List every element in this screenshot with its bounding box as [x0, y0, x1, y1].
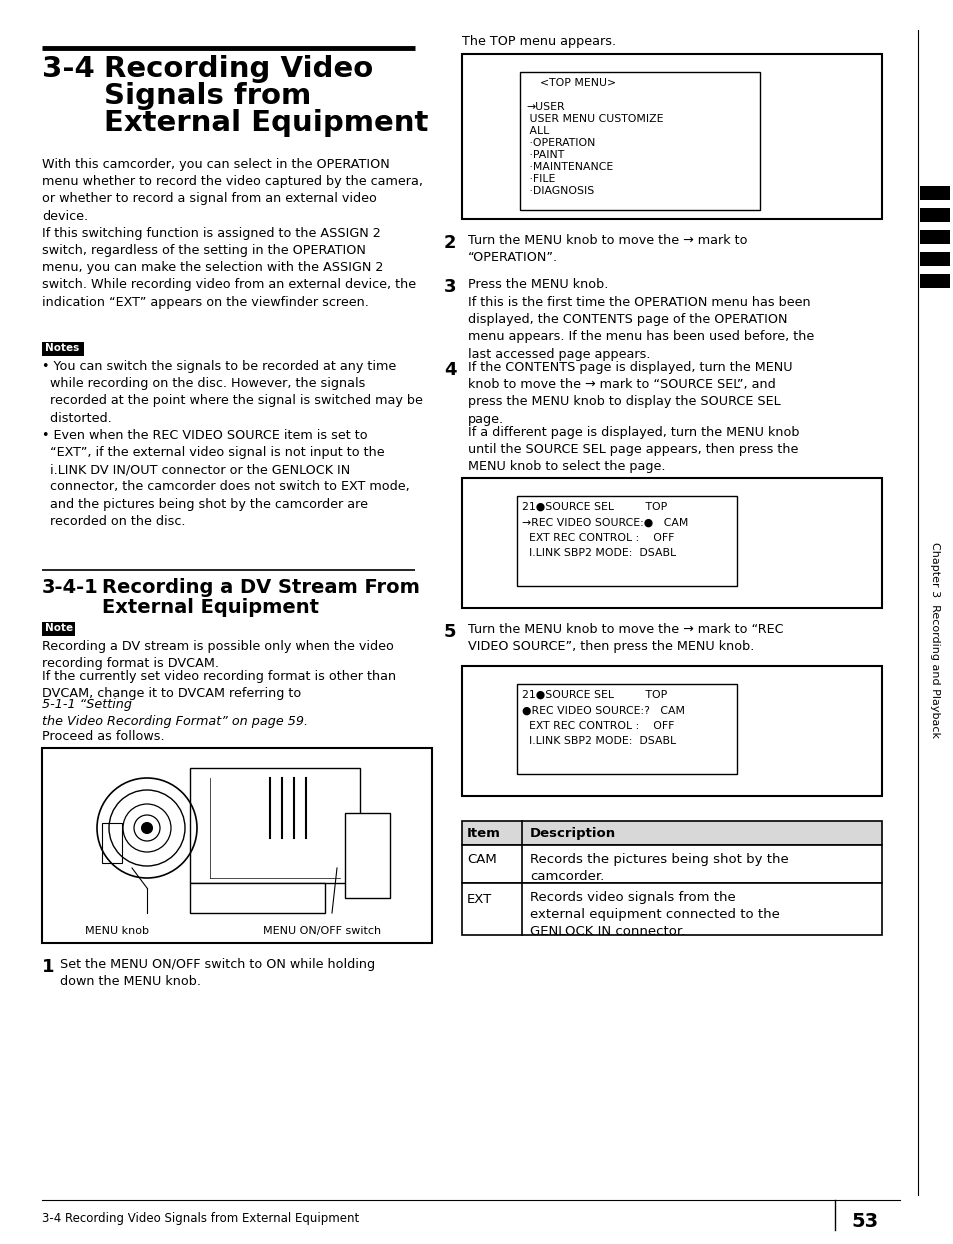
Bar — [461, 53, 882, 219]
Text: 1: 1 — [42, 958, 54, 977]
Bar — [461, 845, 882, 883]
Text: External Equipment: External Equipment — [102, 598, 318, 617]
Text: Signals from: Signals from — [104, 82, 311, 109]
Text: 3-4 Recording Video Signals from External Equipment: 3-4 Recording Video Signals from Externa… — [42, 1212, 359, 1225]
Text: ·MAINTENANCE: ·MAINTENANCE — [525, 162, 613, 172]
Bar — [42, 342, 84, 356]
Text: EXT REC CONTROL :    OFF: EXT REC CONTROL : OFF — [521, 722, 674, 731]
Text: Recording a DV stream is possible only when the video
recording format is DVCAM.: Recording a DV stream is possible only w… — [42, 639, 394, 671]
Bar — [461, 821, 882, 845]
Text: CAM: CAM — [467, 853, 497, 866]
Text: Records video signals from the
external equipment connected to the
GENLOCK IN co: Records video signals from the external … — [530, 891, 779, 938]
Text: ·OPERATION: ·OPERATION — [525, 138, 595, 148]
Text: ·DIAGNOSIS: ·DIAGNOSIS — [525, 187, 594, 197]
Text: Proceed as follows.: Proceed as follows. — [42, 730, 165, 743]
Circle shape — [142, 824, 152, 833]
Text: Description: Description — [530, 827, 616, 840]
Text: 2: 2 — [443, 234, 456, 253]
Text: Note: Note — [45, 623, 73, 633]
Text: Turn the MENU knob to move the → mark to
“OPERATION”.: Turn the MENU knob to move the → mark to… — [468, 234, 747, 264]
Text: MENU knob: MENU knob — [85, 926, 149, 935]
Bar — [919, 230, 949, 244]
Text: If this is the first time the OPERATION menu has been
displayed, the CONTENTS pa: If this is the first time the OPERATION … — [468, 296, 814, 361]
Bar — [919, 253, 949, 266]
Text: ·PAINT: ·PAINT — [525, 151, 563, 160]
Bar — [517, 496, 737, 586]
Text: • You can switch the signals to be recorded at any time
  while recording on the: • You can switch the signals to be recor… — [42, 360, 422, 527]
Bar — [461, 883, 882, 935]
Text: ·FILE: ·FILE — [525, 174, 555, 184]
Text: Press the MENU knob.: Press the MENU knob. — [468, 277, 608, 291]
Text: EXT: EXT — [467, 893, 492, 906]
Bar — [461, 666, 882, 796]
Bar — [919, 274, 949, 289]
Text: 3-4: 3-4 — [42, 55, 94, 83]
Text: If a different page is displayed, turn the MENU knob
until the SOURCE SEL page a: If a different page is displayed, turn t… — [468, 425, 799, 474]
Text: With this camcorder, you can select in the OPERATION
menu whether to record the : With this camcorder, you can select in t… — [42, 158, 422, 309]
Text: 21●SOURCE SEL         TOP: 21●SOURCE SEL TOP — [521, 690, 666, 700]
Bar — [919, 208, 949, 221]
Text: →USER: →USER — [525, 102, 564, 112]
Bar — [190, 768, 359, 883]
Text: 3: 3 — [443, 277, 456, 296]
Text: The TOP menu appears.: The TOP menu appears. — [461, 35, 616, 49]
Text: Recording Video: Recording Video — [104, 55, 373, 83]
Text: Set the MENU ON/OFF switch to ON while holding
down the MENU knob.: Set the MENU ON/OFF switch to ON while h… — [60, 958, 375, 988]
Bar — [919, 187, 949, 200]
Text: Notes: Notes — [45, 343, 79, 353]
Text: Turn the MENU knob to move the → mark to “REC
VIDEO SOURCE”, then press the MENU: Turn the MENU knob to move the → mark to… — [468, 623, 782, 653]
Text: I.LINK SBP2 MODE:  DSABL: I.LINK SBP2 MODE: DSABL — [521, 549, 676, 559]
Bar — [42, 622, 75, 636]
Text: EXT REC CONTROL :    OFF: EXT REC CONTROL : OFF — [521, 532, 674, 542]
Bar — [345, 814, 390, 898]
Bar — [517, 684, 737, 774]
Bar — [461, 478, 882, 608]
Text: MENU ON/OFF switch: MENU ON/OFF switch — [263, 926, 380, 935]
Text: USER MENU CUSTOMIZE: USER MENU CUSTOMIZE — [525, 114, 662, 124]
Bar — [519, 72, 760, 210]
Text: ●REC VIDEO SOURCE:?   CAM: ●REC VIDEO SOURCE:? CAM — [521, 705, 684, 715]
Text: External Equipment: External Equipment — [104, 109, 428, 137]
Bar — [42, 748, 432, 943]
Text: Records the pictures being shot by the
camcorder.: Records the pictures being shot by the c… — [530, 853, 788, 883]
Text: →REC VIDEO SOURCE:●   CAM: →REC VIDEO SOURCE:● CAM — [521, 518, 688, 527]
Text: Recording a DV Stream From: Recording a DV Stream From — [102, 578, 419, 597]
Text: 4: 4 — [443, 361, 456, 379]
Text: 53: 53 — [850, 1212, 878, 1232]
Text: <TOP MENU>: <TOP MENU> — [525, 78, 616, 88]
Text: I.LINK SBP2 MODE:  DSABL: I.LINK SBP2 MODE: DSABL — [521, 736, 676, 746]
Bar — [190, 883, 325, 913]
Text: 21●SOURCE SEL         TOP: 21●SOURCE SEL TOP — [521, 503, 666, 513]
Text: ALL: ALL — [525, 126, 549, 136]
Text: Item: Item — [467, 827, 500, 840]
Bar — [102, 824, 122, 863]
Text: 5: 5 — [443, 623, 456, 641]
Text: If the currently set video recording format is other than
DVCAM, change it to DV: If the currently set video recording for… — [42, 671, 395, 700]
Text: 5-1-1 “Setting
the Video Recording Format” on page 59.: 5-1-1 “Setting the Video Recording Forma… — [42, 698, 308, 728]
Text: If the CONTENTS page is displayed, turn the MENU
knob to move the → mark to “SOU: If the CONTENTS page is displayed, turn … — [468, 361, 792, 425]
Text: Chapter 3  Recording and Playback: Chapter 3 Recording and Playback — [929, 542, 939, 738]
Text: 3-4-1: 3-4-1 — [42, 578, 99, 597]
